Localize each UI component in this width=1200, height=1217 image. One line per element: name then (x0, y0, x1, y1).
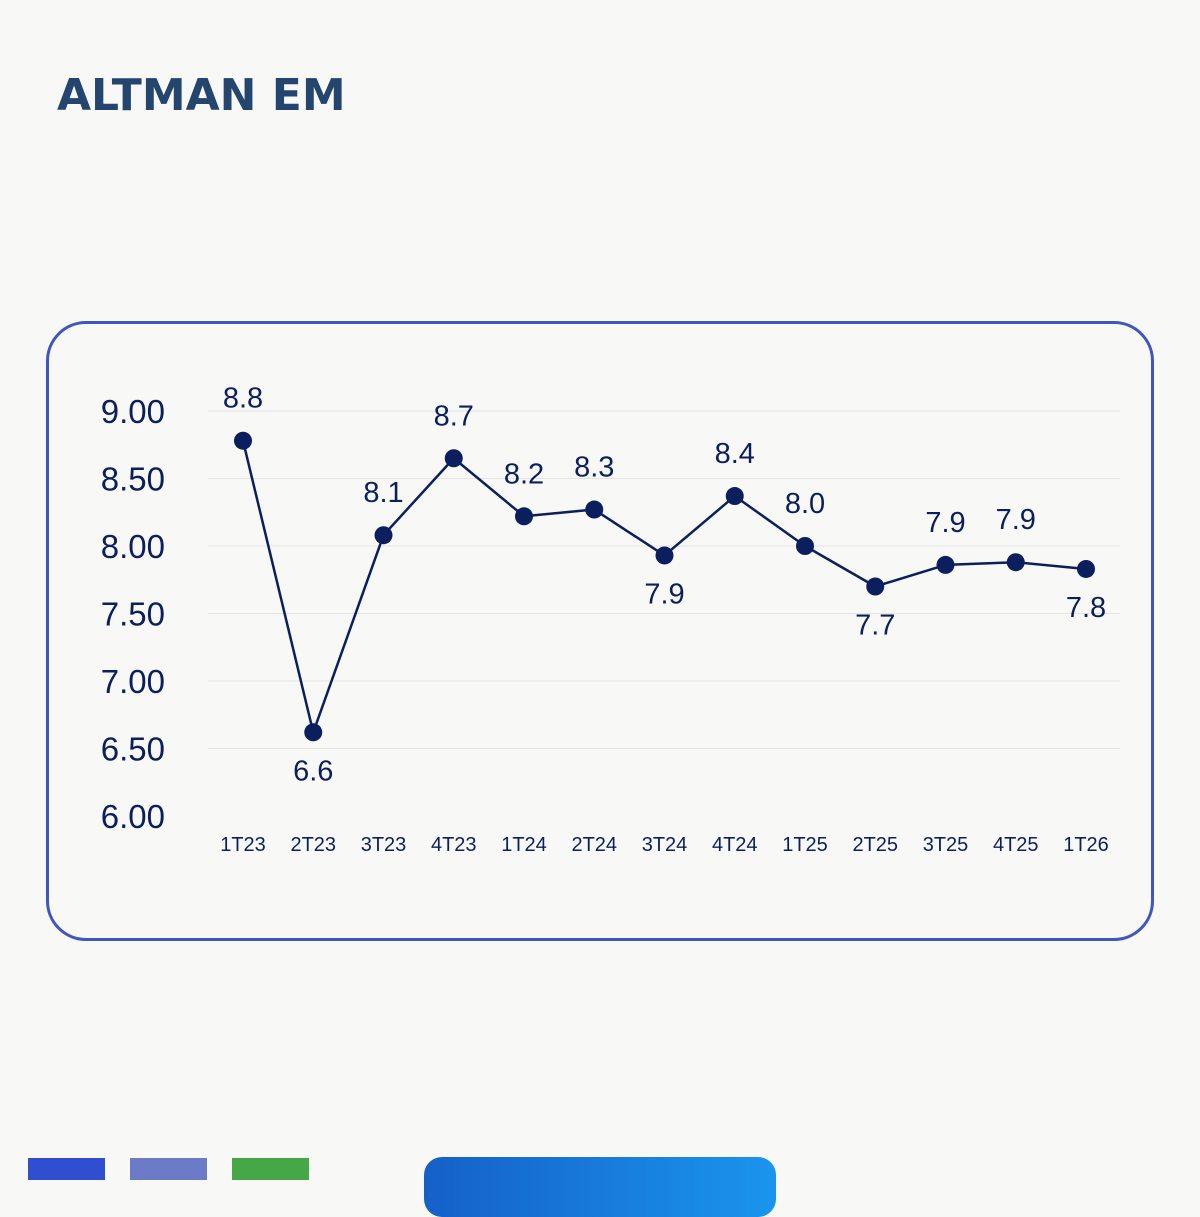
page-title: ALTMAN EM (57, 70, 346, 121)
footer-bar-green (232, 1158, 309, 1180)
footer-tab (424, 1157, 776, 1217)
footer-bar-lavender (130, 1158, 207, 1180)
footer-bar-blue (28, 1158, 105, 1180)
chart-card (46, 321, 1154, 941)
